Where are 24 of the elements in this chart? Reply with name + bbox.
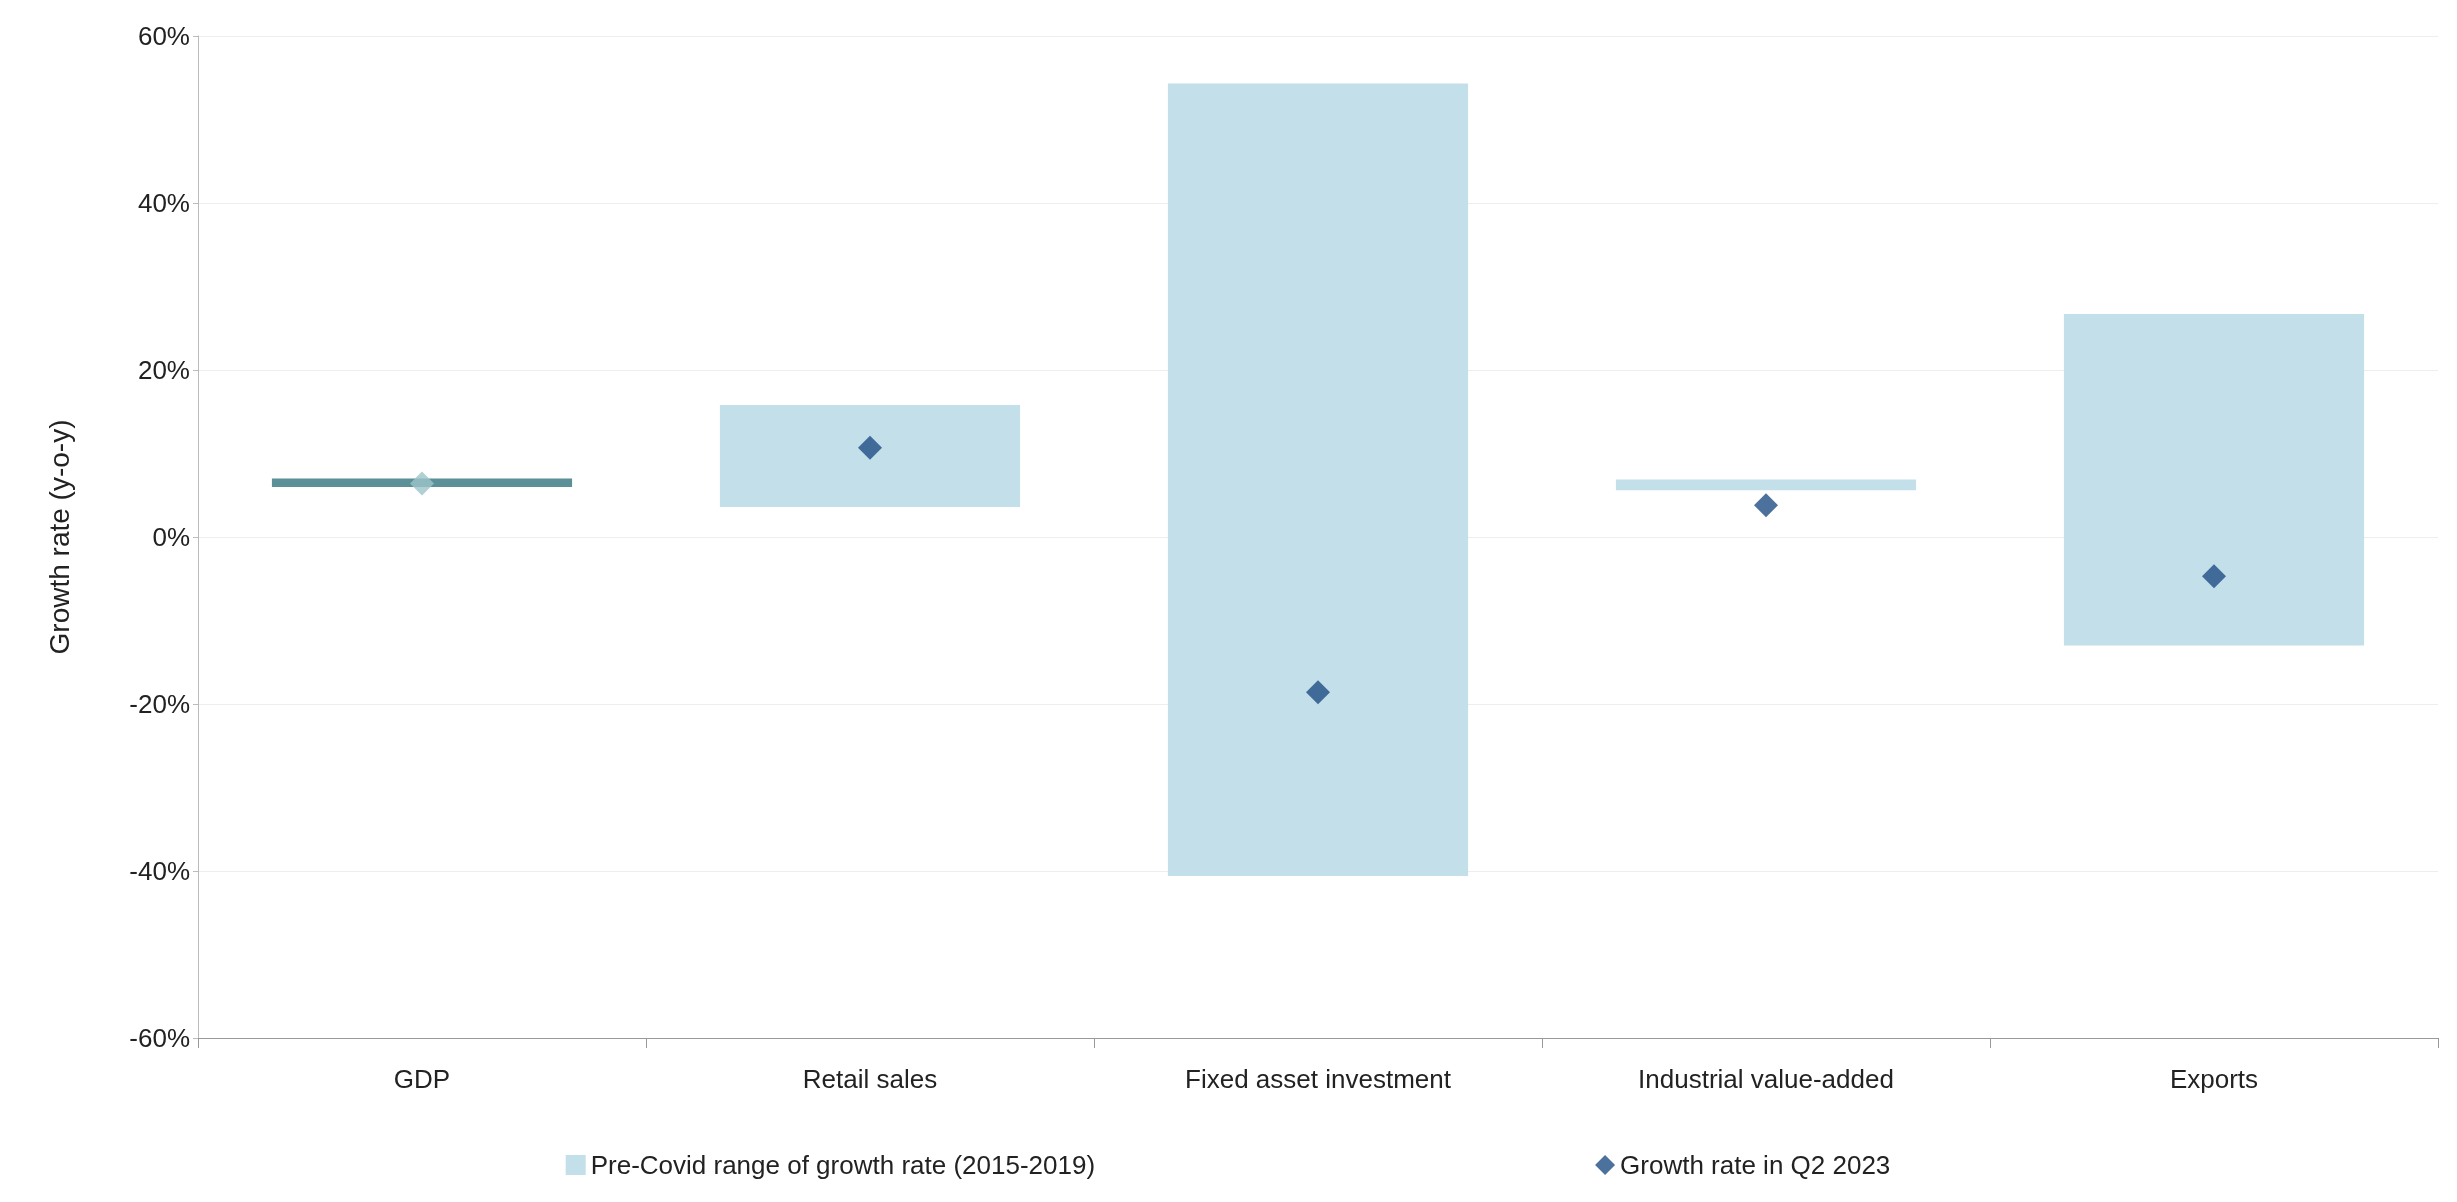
point (1306, 680, 1330, 705)
legend-label: Growth rate in Q2 2023 (1620, 1150, 1891, 1180)
y-tick-label: 40% (137, 188, 190, 218)
y-tick-label: 60% (137, 21, 190, 51)
point (410, 471, 434, 496)
bar (719, 405, 1021, 507)
x-tick-label: Industrial value-added (1638, 1064, 1894, 1094)
point (858, 435, 882, 460)
x-tick-label: Fixed asset investment (1185, 1064, 1452, 1094)
legend-label: Pre-Covid range of growth rate (2015-2019) (590, 1150, 1096, 1180)
y-tick-label: -20% (129, 689, 190, 719)
x-tick-label: Exports (2169, 1064, 2259, 1094)
bar (1167, 83, 1469, 877)
bar (2063, 314, 2365, 646)
y-tick-label: -60% (129, 1023, 190, 1053)
x-tick-label: GDP (393, 1064, 451, 1094)
y-axis-title: Growth rate (y-o-y) (43, 419, 75, 655)
point (2202, 564, 2226, 589)
x-tick-label: Retail sales (802, 1064, 938, 1094)
y-tick-label: -40% (129, 856, 190, 886)
y-tick-label: 0% (152, 522, 190, 552)
point (1754, 493, 1778, 518)
y-tick-label: 20% (137, 355, 190, 385)
bar (1615, 479, 1917, 491)
